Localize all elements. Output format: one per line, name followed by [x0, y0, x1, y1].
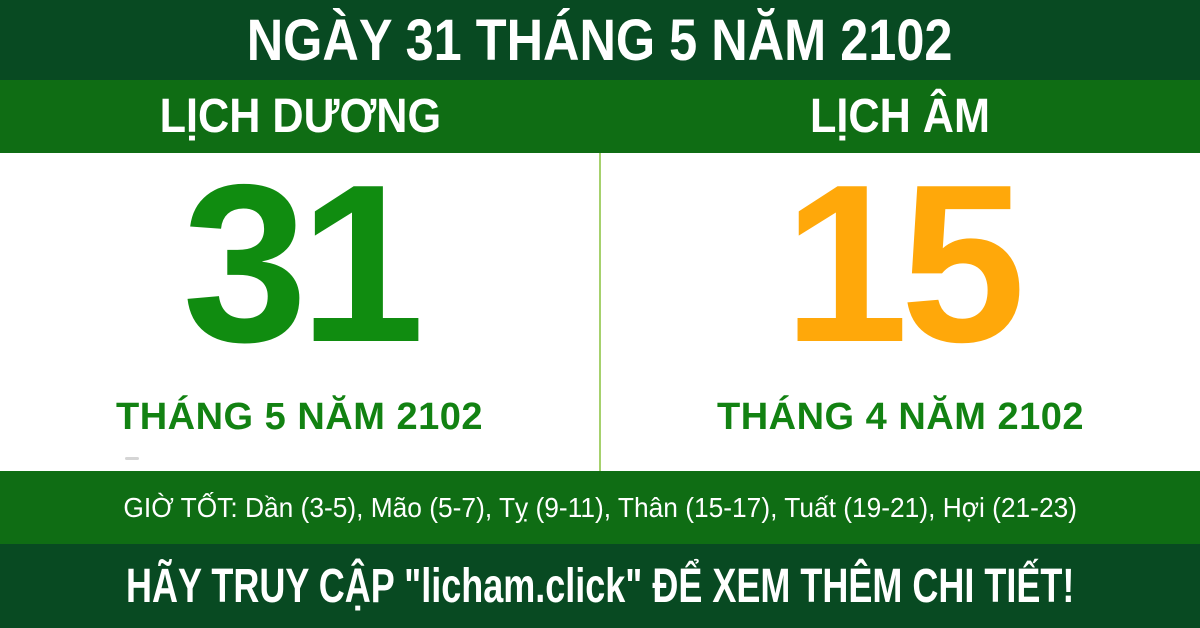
lunar-calendar-header: LỊCH ÂM — [600, 80, 1200, 153]
solar-calendar-label: LỊCH DƯƠNG — [159, 90, 441, 143]
footer-call-to-action: HÃY TRUY CẬP "licham.click" ĐỂ XEM THÊM … — [125, 559, 1075, 613]
page-title: NGÀY 31 THÁNG 5 NĂM 2102 — [247, 7, 953, 73]
lunar-panel: 15 THÁNG 4 NĂM 2102 — [601, 137, 1200, 471]
footer: HÃY TRUY CẬP "licham.click" ĐỂ XEM THÊM … — [0, 544, 1200, 628]
good-hours-bar: GIỜ TỐT: Dần (3-5), Mão (5-7), Tỵ (9-11)… — [0, 471, 1200, 544]
solar-day-number: 31 — [182, 137, 424, 389]
solar-panel: 31 THÁNG 5 NĂM 2102 — [0, 137, 599, 471]
lunar-calendar-label: LỊCH ÂM — [810, 90, 990, 143]
lunar-day-number: 15 — [783, 137, 1025, 389]
calendar-panels: 31 THÁNG 5 NĂM 2102 15 THÁNG 4 NĂM 2102 — [0, 137, 1200, 471]
smudge-artifact — [125, 457, 139, 460]
lunar-month-year-label: THÁNG 4 NĂM 2102 — [717, 395, 1084, 438]
solar-calendar-header: LỊCH DƯƠNG — [0, 80, 600, 153]
date-header: NGÀY 31 THÁNG 5 NĂM 2102 — [0, 0, 1200, 80]
solar-month-year-label: THÁNG 5 NĂM 2102 — [116, 395, 483, 438]
good-hours-text: GIỜ TỐT: Dần (3-5), Mão (5-7), Tỵ (9-11)… — [123, 491, 1077, 523]
column-divider — [599, 153, 601, 471]
calendar-type-bar: LỊCH DƯƠNG LỊCH ÂM — [0, 80, 1200, 153]
